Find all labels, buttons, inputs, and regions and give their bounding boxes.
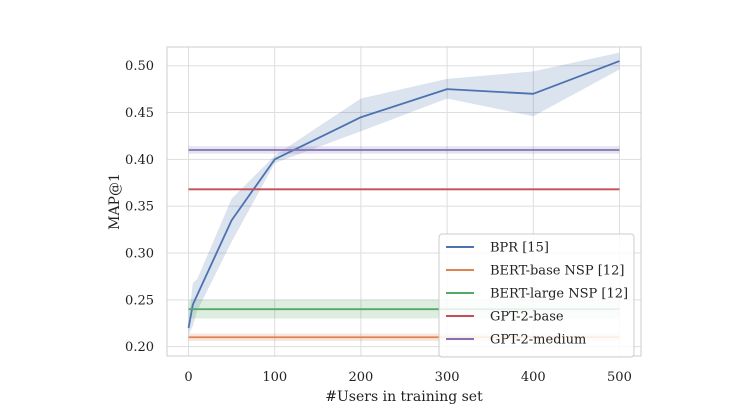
x-tick-label: 400 xyxy=(521,370,546,385)
x-tick-label: 200 xyxy=(348,370,373,385)
legend-box xyxy=(438,233,635,358)
y-tick-label: 0.30 xyxy=(125,247,154,262)
x-tick-labels: 0 100 200 300 400 500 xyxy=(184,370,631,385)
x-tick-label: 100 xyxy=(262,370,287,385)
legend-label: GPT-2-medium xyxy=(490,333,586,348)
band-bpr-15 xyxy=(188,52,620,335)
x-tick-label: 300 xyxy=(435,370,460,385)
plot-frame xyxy=(166,46,642,357)
y-axis-label: MAP@1 xyxy=(107,173,123,230)
y-tick-label: 0.45 xyxy=(125,106,154,121)
y-tick-label: 0.50 xyxy=(125,59,154,74)
y-tick-label: 0.20 xyxy=(125,340,154,355)
y-tick-labels: 0.20 0.25 0.30 0.35 0.40 0.45 0.50 xyxy=(125,59,154,355)
series-line-bpr-15 xyxy=(187,60,620,329)
y-tick-label: 0.35 xyxy=(125,200,154,215)
x-tick-label: 0 xyxy=(184,370,192,385)
legend-label: BPR [15] xyxy=(490,241,549,256)
legend-label: BERT-large NSP [12] xyxy=(490,287,628,302)
legend-label: BERT-base NSP [12] xyxy=(490,264,624,279)
grid-lines xyxy=(167,47,641,356)
x-tick-label: 500 xyxy=(607,370,632,385)
y-tick-label: 0.40 xyxy=(125,153,154,168)
legend: BPR [15] BERT-base NSP [12] BERT-large NSP… xyxy=(438,233,635,358)
x-axis-label: #Users in training set xyxy=(325,389,483,405)
y-tick-label: 0.25 xyxy=(125,293,154,308)
legend-label: GPT-2-base xyxy=(490,310,564,325)
